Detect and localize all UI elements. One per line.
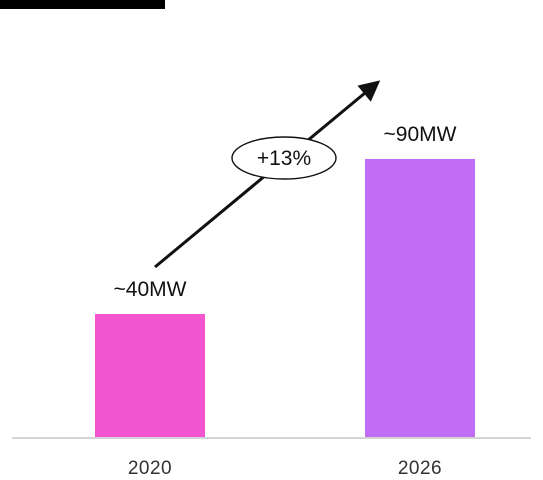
bar-2020	[95, 314, 205, 438]
x-tick-label-2026: 2026	[398, 458, 442, 479]
data-label-2020: ~40MW	[114, 278, 187, 301]
cagr-bubble	[231, 136, 337, 180]
data-label-2026: ~90MW	[384, 123, 457, 146]
x-tick-label-2020: 2020	[128, 458, 172, 479]
bar-2026	[365, 159, 475, 438]
top-decor-bar	[0, 0, 165, 9]
cagr-label: +13%	[257, 147, 311, 170]
